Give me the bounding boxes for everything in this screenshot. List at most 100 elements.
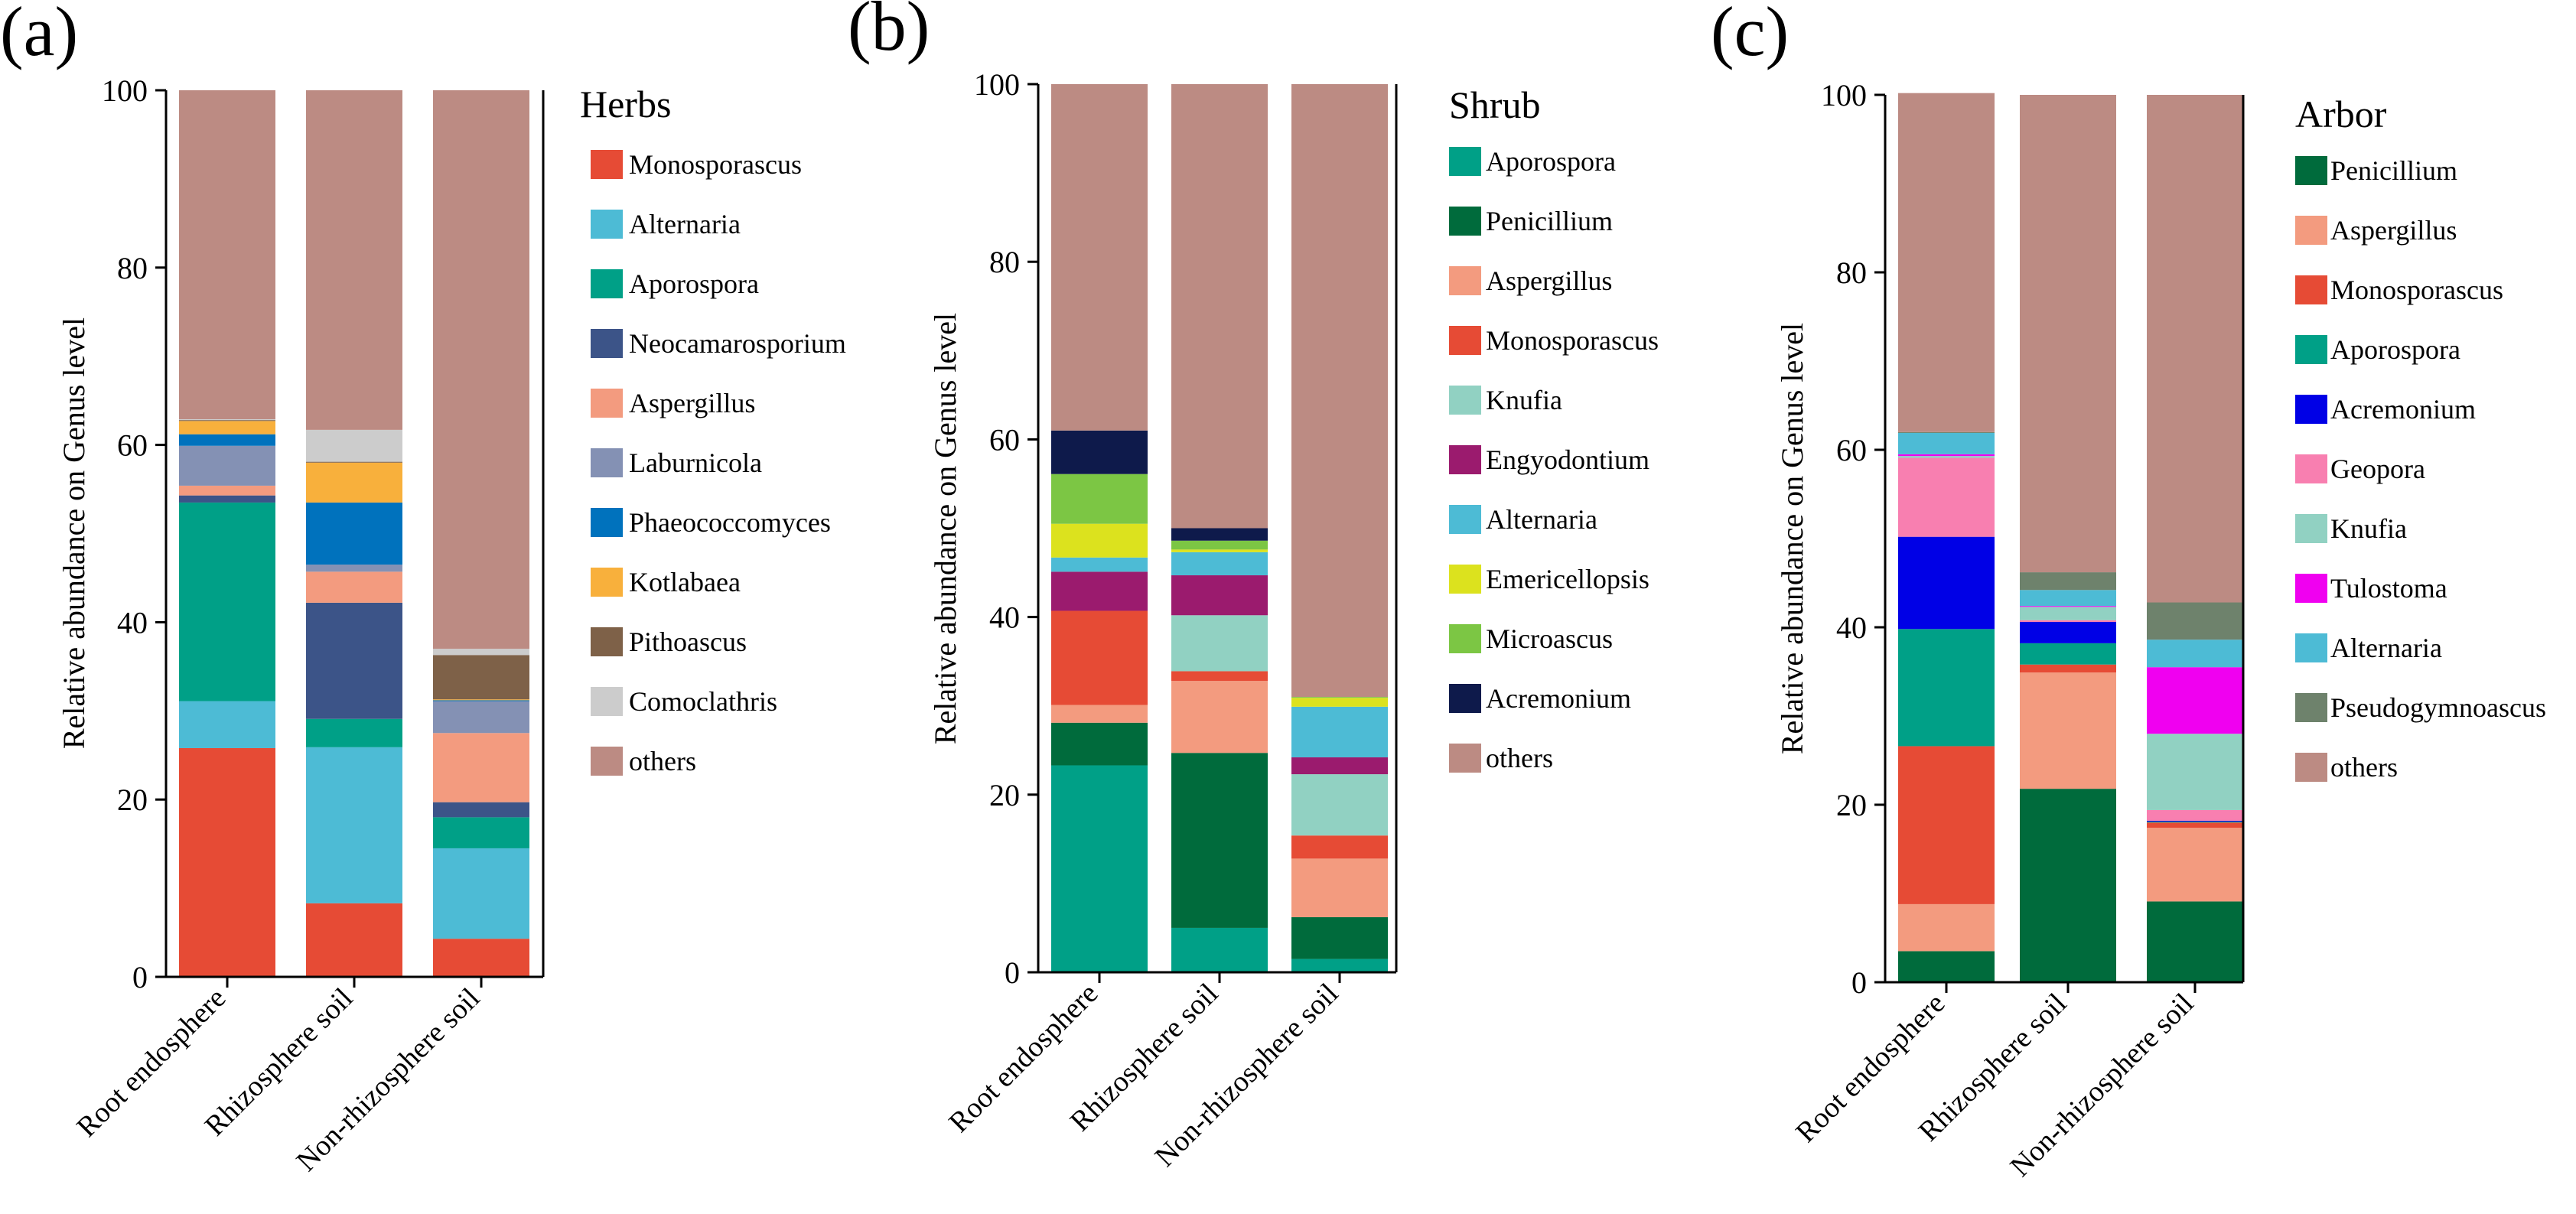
bar-segment-comoclathris [306,429,402,462]
y-axis-label: Relative abundance on Genus level [1775,323,1809,754]
bar-segment-tulostoma [1898,454,1995,457]
legend-label: Kotlabaea [629,567,741,597]
bar-segment-alternaria [1171,552,1268,576]
legend-swatch [2295,574,2327,603]
legend-swatch [591,508,623,537]
legend-label: Neocamarosporium [629,328,846,359]
legend-title: Herbs [580,83,671,125]
legend-item-knufia: Knufia [2295,513,2407,544]
bar-segment-knufia [2020,607,2116,620]
legend-item-comoclathris: Comoclathris [591,686,777,717]
bar-segment-knufia [1171,615,1268,672]
bar-segment-knufia [1291,774,1388,836]
bar-stack-root-endosphere [179,90,275,977]
legend-label: Knufia [2330,513,2407,544]
y-tick-label: 20 [989,778,1020,812]
y-tick-label: 40 [989,600,1020,635]
bar-segment-kotlabaea [306,462,402,503]
bar-segment-geopora [1898,457,1995,537]
bar-segment-pseudogymnoascus [1898,431,1995,433]
bar-segment-engyodontium [1171,575,1268,616]
legend-item-laburnicola: Laburnicola [591,448,762,478]
legend-label: Aporospora [629,269,759,299]
legend-label: Aporospora [2330,334,2460,365]
legend-swatch [591,568,623,597]
legend-swatch [591,150,623,179]
bar-segment-others [2020,95,2116,573]
legend-swatch [2295,693,2327,722]
legend-label: Alternaria [1486,504,1597,535]
legend-item-alternaria: Alternaria [2295,633,2442,663]
bar-segment-alternaria [1051,557,1148,572]
legend-label: Knufia [1486,385,1562,415]
legend-swatch [591,329,623,358]
legend-item-others: others [2295,752,2398,783]
legend-item-neocamarosporium: Neocamarosporium [591,328,846,359]
y-axis-label: Relative abundance on Genus level [57,317,91,749]
bar-segment-geopora [2147,809,2243,821]
bar-segment-monosporascus [2147,822,2243,828]
legend-item-monosporascus: Monosporascus [591,149,802,180]
y-tick-label: 0 [1005,955,1020,990]
bar-segment-phaeococcomyces [433,700,529,701]
bar-segment-alternaria [2020,590,2116,607]
bar-segment-alternaria [1291,706,1388,758]
legend-item-aspergillus: Aspergillus [591,388,755,418]
y-tick-label: 80 [1836,255,1867,290]
legend-swatch [2295,514,2327,543]
bar-segment-neocamarosporium [179,495,275,503]
bar-segment-monosporascus [2020,664,2116,673]
bar-segment-comoclathris [179,418,275,421]
bar-segment-others [306,90,402,430]
bar-segment-monosporascus [1051,610,1148,705]
bar-segment-penicillium [1291,917,1388,959]
legend-label: Alternaria [629,209,741,239]
bar-segment-pithoascus [306,461,402,463]
legend-label: Tulostoma [2330,573,2447,604]
bar-segment-aspergillus [1051,705,1148,723]
bar-stack-non-rhizosphere-soil [1291,84,1388,972]
bar-segment-aporospora [1898,629,1995,747]
bar-segment-others [1898,93,1995,432]
legend-item-others: others [1449,743,1553,773]
bar-segment-microascus [1171,540,1268,550]
bar-stack-rhizosphere-soil [306,90,402,977]
y-tick-label: 0 [1851,965,1867,1000]
legend-item-pseudogymnoascus: Pseudogymnoascus [2295,692,2546,723]
legend-label: Aspergillus [629,388,755,418]
bar-segment-alternaria [1898,432,1995,454]
legend-label: Comoclathris [629,686,777,717]
legend-swatch [591,269,623,298]
legend-label: Monosporascus [1486,325,1659,356]
bar-stack-non-rhizosphere-soil [2147,95,2243,982]
legend-swatch [2295,395,2327,424]
legend-label: Monosporascus [629,149,802,180]
bar-segment-knufia [2147,734,2243,810]
y-tick-label: 80 [117,251,148,285]
bar-segment-penicillium [1171,753,1268,928]
legend-item-penicillium: Penicillium [1449,206,1613,236]
legend-swatch [1449,386,1481,415]
legend-item-alternaria: Alternaria [1449,504,1597,535]
y-tick-label: 60 [117,428,148,463]
bar-segment-laburnicola [433,701,529,734]
bar-segment-monosporascus [1171,671,1268,682]
legend-item-aspergillus: Aspergillus [2295,215,2457,246]
legend-swatch [1449,624,1481,653]
bar-stack-rhizosphere-soil [2020,95,2116,982]
legend-swatch [1449,207,1481,236]
legend-item-kotlabaea: Kotlabaea [591,567,741,597]
bar-segment-aspergillus [1291,858,1388,918]
bar-segment-comoclathris [433,649,529,656]
bar-segment-engyodontium [1051,571,1148,611]
y-tick-label: 20 [1836,788,1867,822]
bar-stack-rhizosphere-soil [1171,84,1268,972]
bar-segment-geopora [2020,620,2116,623]
bar-segment-aspergillus [2020,672,2116,789]
legend-item-aporospora: Aporospora [1449,146,1616,177]
legend-item-monosporascus: Monosporascus [2295,275,2503,305]
panel-label: (c) [1711,0,1789,70]
bar-segment-neocamarosporium [306,602,402,719]
